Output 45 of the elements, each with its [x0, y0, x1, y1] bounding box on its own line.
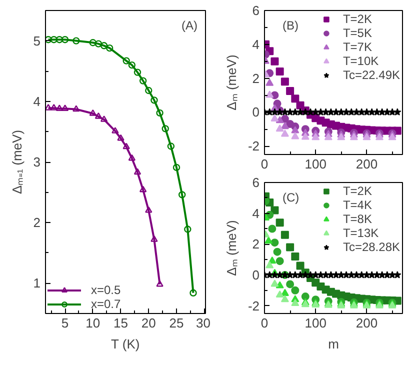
y-tick-label: 3 [33, 154, 41, 170]
y-tick-label: 6 [252, 175, 260, 190]
y-tick-label: 5 [33, 33, 41, 48]
y-tick-label: 2 [252, 236, 260, 252]
y-tick-label: 2 [33, 215, 41, 230]
y-tick-label: 0 [252, 104, 260, 120]
y-tick-label: 2 [252, 70, 260, 86]
legend-label: T=10K [342, 54, 379, 68]
y-tick-label: 4 [252, 206, 260, 221]
x-tick-label: 25 [169, 316, 184, 330]
legend-label: Tc=28.28K [342, 240, 400, 254]
legend-label: x=0.5 [91, 283, 121, 297]
legend-label: T=13K [342, 226, 379, 240]
legend-label: T=4K [342, 198, 372, 212]
y-tick-label: 6 [252, 3, 260, 18]
text: (B) [282, 18, 298, 32]
text: (A) [182, 18, 198, 32]
y-tick-label: -2 [248, 298, 260, 314]
legend-label: x=0.7 [91, 297, 121, 311]
y-tick-label: -2 [248, 138, 260, 154]
y-tick-label: 1 [33, 276, 41, 291]
y-axis-title: Δₘ (meV) [224, 220, 239, 276]
legend-label: T=2K [342, 184, 372, 198]
legend-label: T=2K [342, 12, 372, 26]
legend-label: T=5K [342, 26, 372, 40]
x-tick-label: 10 [86, 316, 100, 330]
x-tick-label: 5 [61, 316, 69, 330]
x-axis-title: T (K) [111, 336, 140, 352]
x-tick-label: 200 [356, 156, 378, 172]
x-tick-label: 15 [114, 316, 128, 330]
x-tick-label: 100 [304, 316, 326, 330]
y-axis-title: Δₘ (meV) [224, 54, 239, 110]
x-tick-label: 20 [141, 316, 156, 330]
y-tick-label: 4 [252, 36, 260, 52]
y-tick-label: 0 [252, 267, 260, 282]
x-tick-label: 100 [304, 156, 326, 172]
text: (C) [282, 190, 300, 204]
legend-label: T=8K [342, 212, 372, 226]
x-tick-label: 200 [356, 316, 378, 330]
x-axis-title: m [328, 336, 339, 352]
x-tick-label: 30 [196, 316, 211, 330]
legend-label: T=7K [342, 40, 372, 54]
y-tick-label: 4 [33, 94, 41, 109]
legend-label: Tc=22.49K [342, 68, 400, 82]
y-axis-title: Δₘ₌₁ (meV) [9, 130, 24, 194]
